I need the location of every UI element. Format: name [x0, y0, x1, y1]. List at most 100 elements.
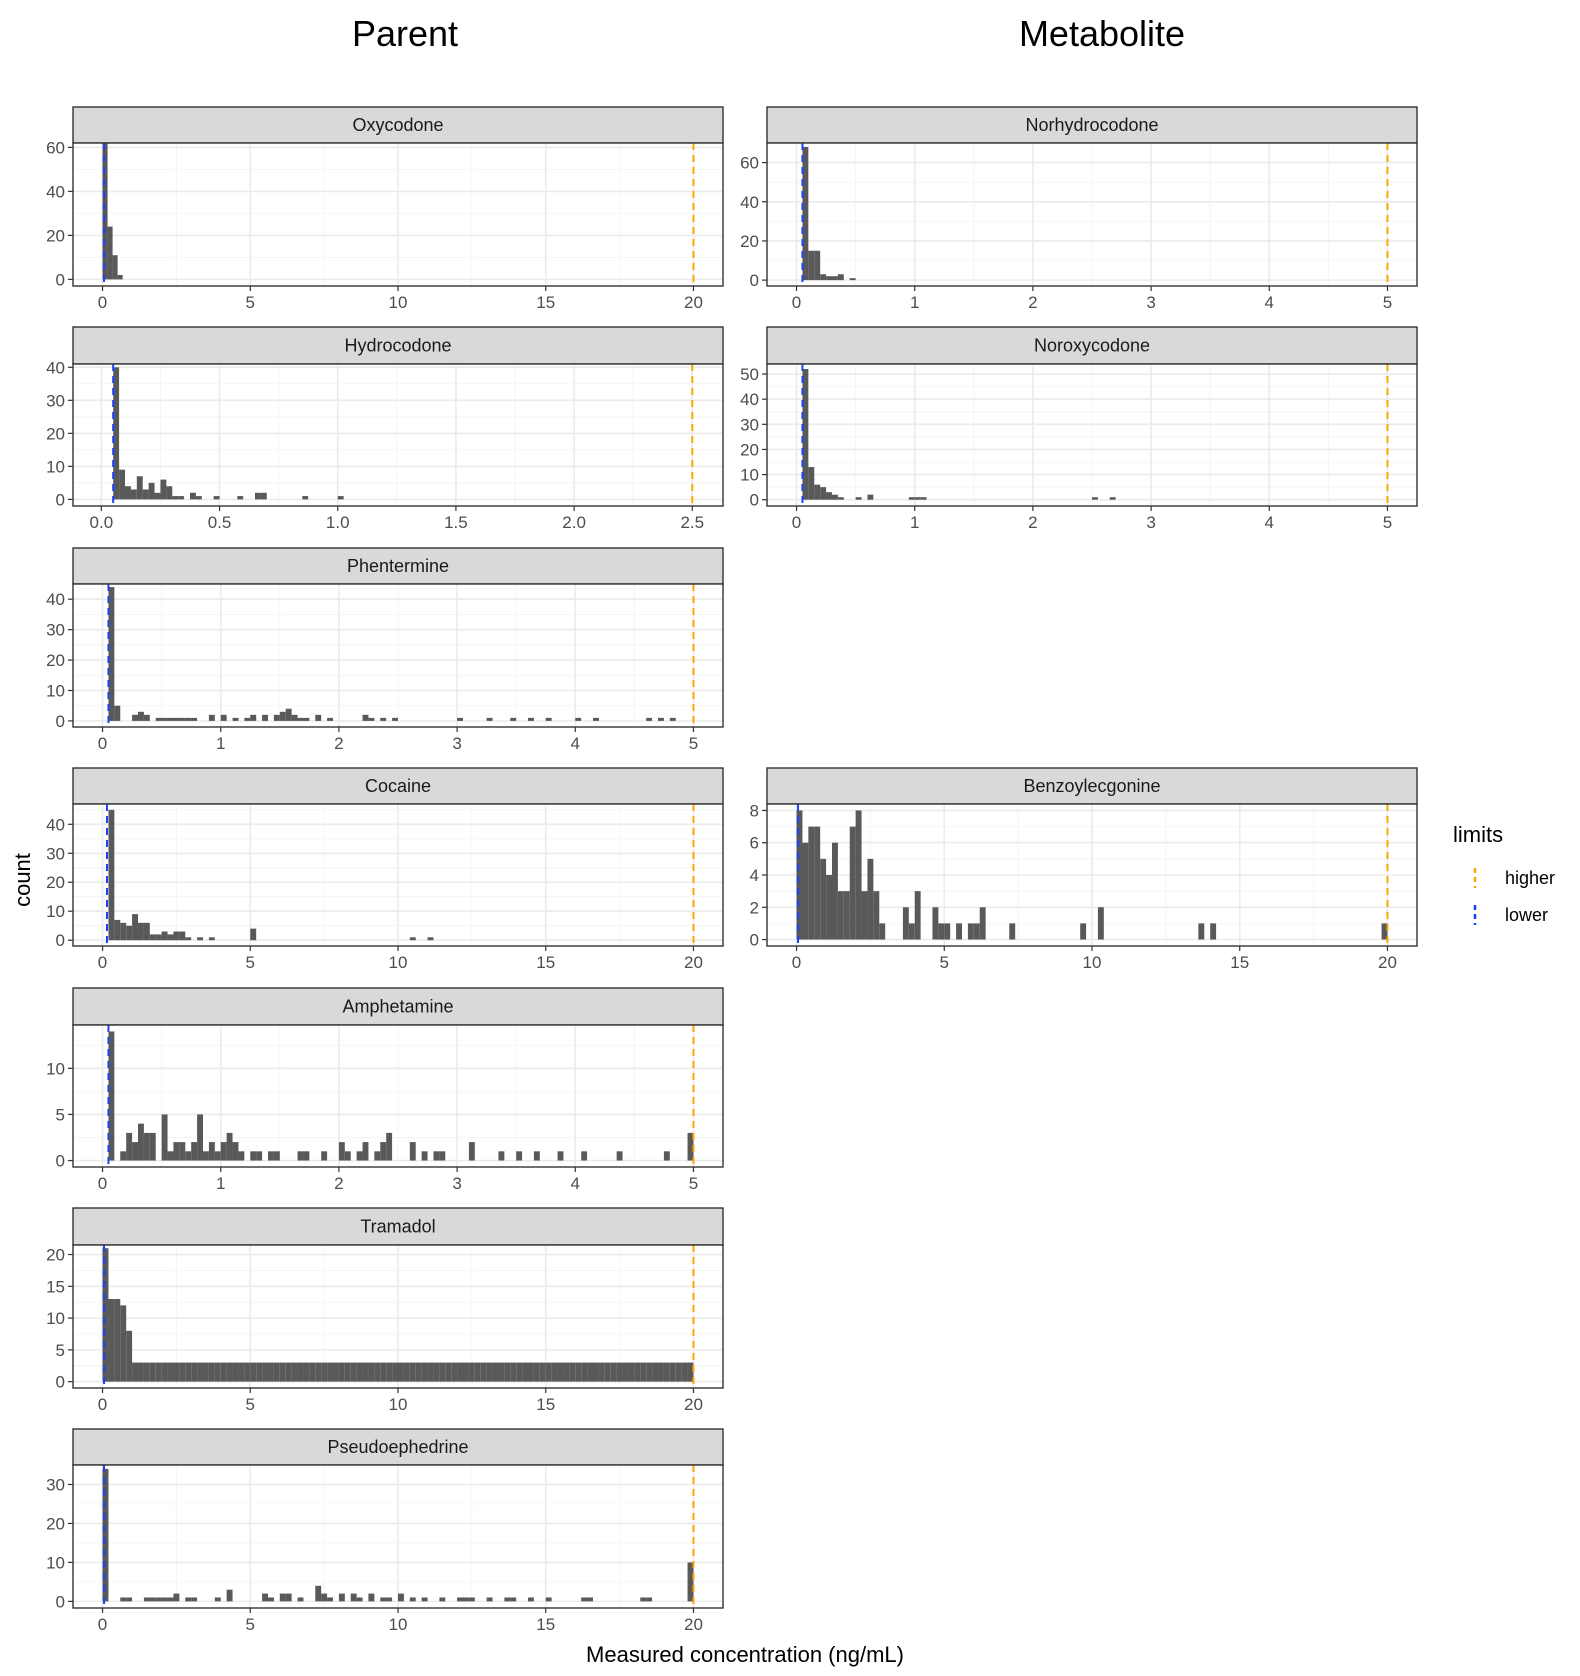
histogram-bar	[142, 489, 149, 500]
x-tick-label: 2.5	[680, 513, 704, 532]
x-tick-label: 15	[536, 1615, 555, 1634]
histogram-bar	[303, 1151, 310, 1161]
histogram-bar	[398, 1593, 404, 1602]
histogram-bar	[108, 1031, 115, 1161]
histogram-bar	[973, 923, 980, 940]
histogram-bar	[327, 1362, 333, 1382]
panel-border	[72, 1024, 724, 1168]
x-tick-label: 0.0	[90, 513, 114, 532]
histogram-bar	[138, 922, 144, 941]
y-tick-label: 0	[750, 931, 759, 950]
histogram-bar	[350, 1593, 357, 1602]
x-tick-label: 4	[1265, 293, 1274, 312]
histogram-bar	[102, 1468, 109, 1602]
histogram-bar	[510, 1597, 517, 1602]
histogram-bar	[796, 810, 803, 940]
strip-oxycodone	[72, 106, 724, 144]
histogram-bar	[814, 250, 821, 281]
x-tick-label: 4	[1265, 513, 1274, 532]
histogram-bar	[302, 496, 309, 500]
histogram-bar	[303, 717, 310, 721]
histogram-bar	[457, 1597, 463, 1602]
histogram-bar	[197, 1114, 203, 1161]
histogram-bar	[557, 1151, 564, 1161]
histogram-bar	[802, 146, 809, 281]
histogram-bar	[433, 1362, 440, 1382]
histogram-bar	[421, 1597, 428, 1602]
x-tick-label: 5	[1383, 513, 1392, 532]
y-tick-label: 0	[56, 1373, 65, 1392]
histogram-bar	[622, 1362, 629, 1382]
histogram-bar	[575, 717, 582, 721]
histogram-bar	[107, 226, 113, 280]
histogram-bar	[197, 937, 203, 941]
histogram-bar	[867, 494, 874, 500]
x-tick-label: 2	[334, 734, 343, 753]
x-tick-label: 4	[571, 734, 580, 753]
y-tick-label: 10	[46, 902, 65, 921]
histogram-bar	[616, 1151, 623, 1161]
x-tick-label: 5	[689, 1174, 698, 1193]
histogram-bar	[832, 276, 838, 281]
histogram-bar	[179, 717, 186, 721]
y-tick-label: 20	[46, 651, 65, 670]
y-tick-label: 0	[56, 712, 65, 731]
histogram-bar	[327, 717, 333, 721]
histogram-bar	[297, 1597, 304, 1602]
histogram-bar	[802, 369, 809, 500]
histogram-bar	[226, 1132, 233, 1161]
histogram-bar	[1097, 907, 1104, 940]
histogram-bar	[132, 1362, 138, 1382]
x-tick-label: 10	[389, 1615, 408, 1634]
histogram-bar	[646, 1362, 653, 1382]
y-tick-label: 20	[740, 440, 759, 459]
x-tick-label: 10	[1083, 953, 1102, 972]
histogram-bar	[172, 496, 179, 500]
histogram-bar	[380, 717, 387, 721]
histogram-bar	[213, 496, 220, 500]
histogram-bar	[160, 479, 167, 500]
histogram-bar	[392, 717, 398, 721]
histogram-bar	[439, 1362, 446, 1382]
histogram-bar	[232, 1362, 239, 1382]
y-tick-label: 40	[46, 358, 65, 377]
histogram-bar	[173, 1593, 180, 1602]
histogram-bar	[646, 717, 653, 721]
histogram-bar	[138, 1123, 144, 1161]
histogram-bar	[938, 923, 945, 940]
histogram-bar	[826, 875, 832, 940]
histogram-bar	[155, 1362, 162, 1382]
y-tick-label: 30	[46, 1475, 65, 1494]
histogram-bar	[161, 1362, 168, 1382]
panel-border	[766, 363, 1418, 507]
histogram-bar	[356, 1151, 363, 1161]
histogram-bar	[120, 1305, 127, 1382]
histogram-bar	[321, 1593, 328, 1602]
histogram-bar	[273, 1362, 280, 1382]
y-tick-label: 10	[46, 1553, 65, 1572]
histogram-bar	[130, 489, 137, 500]
histogram-bar	[185, 1362, 192, 1382]
histogram-bar	[214, 1362, 221, 1382]
histogram-bar	[195, 496, 202, 500]
panel-border	[766, 142, 1418, 287]
histogram-bar	[914, 891, 921, 940]
histogram-bar	[504, 1597, 511, 1602]
histogram-bar	[415, 1362, 422, 1382]
histogram-bar	[112, 255, 118, 280]
histogram-bar	[120, 922, 127, 941]
histogram-bar	[837, 891, 844, 940]
histogram-bar	[675, 1362, 682, 1382]
x-tick-label: 5	[246, 293, 255, 312]
histogram-bar	[297, 1151, 304, 1161]
histogram-bar	[468, 1597, 475, 1602]
histogram-bar	[208, 714, 215, 721]
histogram-bar	[333, 1362, 339, 1382]
histogram-bar	[380, 1597, 387, 1602]
histogram-bar	[1381, 923, 1388, 940]
histogram-bar	[832, 494, 838, 500]
histogram-bar	[510, 717, 517, 721]
y-tick-label: 10	[46, 681, 65, 700]
y-tick-label: 60	[740, 154, 759, 173]
